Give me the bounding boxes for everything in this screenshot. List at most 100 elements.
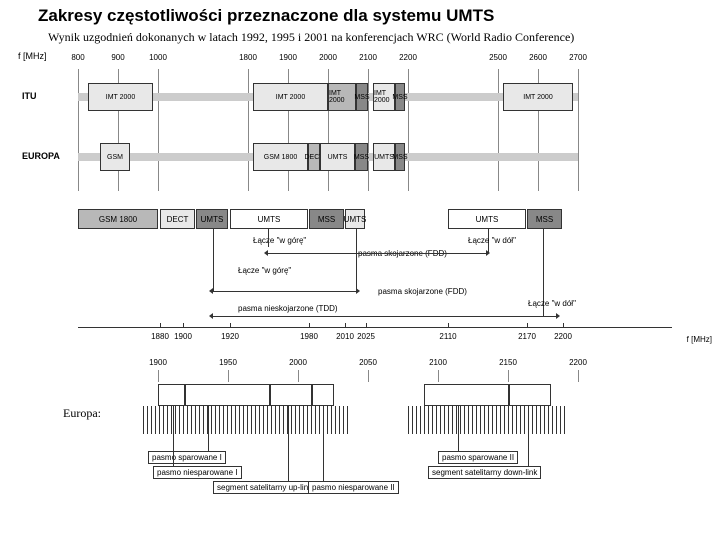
tick-label: 800 (71, 53, 84, 62)
tick-label: 900 (111, 53, 124, 62)
spectrum-box (185, 384, 270, 406)
band-europa: UMTS (320, 143, 355, 171)
spectrum-box (158, 384, 185, 406)
tick-label: 2700 (569, 53, 587, 62)
tick-label: 2200 (569, 358, 587, 367)
band-itu: IMT 2000 (328, 83, 356, 111)
tick-mark (309, 323, 310, 328)
tick-mark (366, 323, 367, 328)
tick-label: 2010 (336, 332, 354, 341)
tick-label: 1900 (279, 53, 297, 62)
row-label-europa: EUROPA (22, 151, 60, 161)
spectrum-box (312, 384, 334, 406)
annotation-downlink-2: Łącze "w dół" (528, 299, 576, 308)
grid-line (498, 69, 499, 191)
x-axis-unit: f [MHz] (687, 335, 712, 344)
grid-line (578, 69, 579, 191)
hatch-left (143, 406, 351, 434)
tick-label: 1900 (149, 358, 167, 367)
tick-mark (368, 370, 369, 382)
tick-label: 2000 (319, 53, 337, 62)
callout-label: pasmo sparowane II (438, 451, 518, 464)
callout-label: segment satelitarny down-link (428, 466, 541, 479)
tick-label: 2050 (359, 358, 377, 367)
callout-arrow (173, 406, 174, 466)
tick-mark (160, 323, 161, 328)
spectrum-box (424, 384, 509, 406)
subtitle: Wynik uzgodnień dokonanych w latach 1992… (48, 30, 712, 45)
tick-mark (298, 370, 299, 382)
callout-label: pasmo niesparowane II (308, 481, 399, 494)
band-europa: MSS (355, 143, 368, 171)
tick-label: 2500 (489, 53, 507, 62)
page-title: Zakresy częstotliwości przeznaczone dla … (38, 6, 712, 26)
tick-mark (230, 323, 231, 328)
tick-label: 2600 (529, 53, 547, 62)
umts-band: MSS (527, 209, 562, 229)
tick-mark (228, 370, 229, 382)
tick-label: 2200 (554, 332, 572, 341)
tick-mark (345, 323, 346, 328)
grid-line (158, 69, 159, 191)
tick-label: 2025 (357, 332, 375, 341)
grid-line (248, 69, 249, 191)
tick-label: 2000 (289, 358, 307, 367)
europa-label: Europa: (63, 406, 101, 421)
tick-mark (563, 323, 564, 328)
tick-mark (183, 323, 184, 328)
tick-label: 1000 (149, 53, 167, 62)
tick-label: 2100 (359, 53, 377, 62)
tick-label: 1920 (221, 332, 239, 341)
band-europa: GSM (100, 143, 130, 171)
tick-mark (438, 370, 439, 382)
umts-band: UMTS (230, 209, 308, 229)
callout-label: segment satelitarny up-link (213, 481, 316, 494)
tick-label: 2150 (499, 358, 517, 367)
grid-line (368, 69, 369, 191)
tick-mark (158, 370, 159, 382)
callout-arrow (288, 406, 289, 481)
grid-line (408, 69, 409, 191)
tick-label: 1950 (219, 358, 237, 367)
callout-label: pasmo sparowane I (148, 451, 226, 464)
tick-label: 1880 (151, 332, 169, 341)
band-itu: IMT 2000 (88, 83, 153, 111)
spectrum-box (270, 384, 312, 406)
band-europa: GSM 1800 (253, 143, 308, 171)
grid-line (78, 69, 79, 191)
umts-band: GSM 1800 (78, 209, 158, 229)
umts-band: UMTS (448, 209, 526, 229)
hatch-right (408, 406, 568, 434)
callout-arrow (528, 406, 529, 466)
callout-arrow (208, 406, 209, 451)
callout-label: pasmo niesparowane I (153, 466, 242, 479)
row-label-itu: ITU (22, 91, 37, 101)
umts-band: MSS (309, 209, 344, 229)
annotation-uplink-2: Łącze "w górę" (238, 266, 291, 275)
annotation-downlink: Łącze "w dół" (468, 236, 516, 245)
tick-label: 1900 (174, 332, 192, 341)
tick-mark (448, 323, 449, 328)
band-itu: MSS (395, 83, 405, 111)
annotation-uplink-1: Łącze "w górę" (253, 236, 306, 245)
band-europa: DECT (308, 143, 320, 171)
tick-label: 1800 (239, 53, 257, 62)
tick-mark (508, 370, 509, 382)
annotation-tdd: pasma nieskojarzone (TDD) (238, 304, 338, 313)
tick-label: 2170 (518, 332, 536, 341)
spectrum-box (509, 384, 551, 406)
callout-arrow (458, 406, 459, 451)
y-axis-label: f [MHz] (18, 51, 47, 61)
band-itu: MSS (356, 83, 368, 111)
chart-frequency-allocation: f [MHz] 80090010001800190020002100220025… (78, 51, 712, 201)
tick-mark (578, 370, 579, 382)
tick-label: 2100 (429, 358, 447, 367)
umts-band: UMTS (196, 209, 228, 229)
umts-band: UMTS (345, 209, 365, 229)
x-axis (78, 327, 672, 328)
tick-label: 2110 (439, 332, 456, 341)
band-itu: IMT 2000 (253, 83, 328, 111)
tick-label: 2200 (399, 53, 417, 62)
callout-arrow (323, 406, 324, 481)
annotation-fdd-2: pasma skojarzone (FDD) (378, 287, 467, 296)
